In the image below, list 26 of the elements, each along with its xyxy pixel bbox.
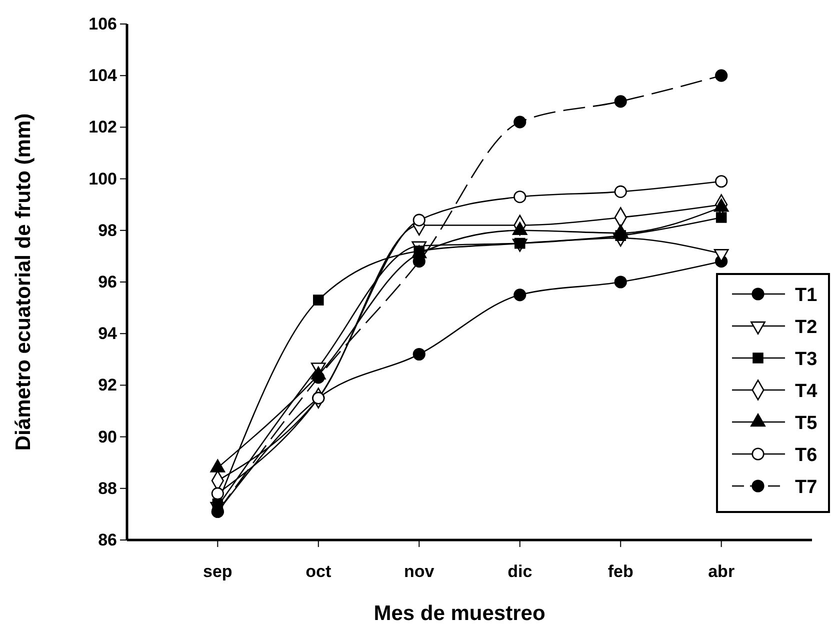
legend-label: T4 — [795, 380, 818, 402]
x-axis-title: Mes de muestreo — [374, 602, 546, 625]
y-tick-label: 88 — [98, 478, 117, 498]
legend-label: T2 — [795, 316, 818, 338]
y-axis-title: Diámetro ecuatorial de fruto (mm) — [12, 113, 35, 451]
legend-label: T1 — [795, 284, 818, 306]
legend-label: T3 — [795, 348, 818, 370]
x-tick-label: abr — [708, 562, 735, 582]
x-tick-label: feb — [608, 562, 634, 582]
y-tick-label: 86 — [98, 530, 117, 550]
y-tick-label: 98 — [98, 220, 117, 240]
x-tick-label: nov — [404, 562, 435, 582]
y-tick-label: 104 — [88, 66, 118, 86]
x-tick-label: sep — [203, 562, 232, 582]
legend-label: T6 — [795, 444, 818, 466]
y-tick-label: 96 — [98, 272, 117, 292]
y-tick-label: 92 — [98, 376, 117, 395]
y-tick-label: 94 — [98, 324, 118, 344]
legend-label: T5 — [795, 412, 818, 434]
y-tick-label: 100 — [88, 169, 117, 188]
x-tick-label: dic — [508, 562, 532, 582]
x-tick-label: oct — [306, 562, 332, 582]
y-tick-label: 106 — [88, 14, 117, 34]
y-tick-label: 90 — [98, 427, 117, 446]
y-tick-label: 102 — [88, 118, 117, 137]
legend-label: T7 — [795, 476, 818, 498]
